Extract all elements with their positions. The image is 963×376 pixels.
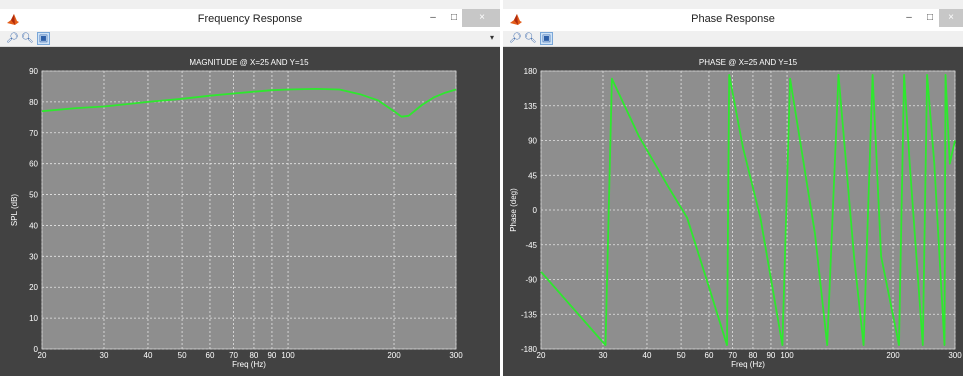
x-tick-label: 70: [229, 351, 238, 360]
frequency-response-window: Frequency Response – □ × 🔎︎ 🔍︎ ▣ ▾ 20 30 4…: [0, 0, 500, 376]
y-tick-label: 0: [34, 345, 39, 354]
x-tick-label: 90: [766, 351, 775, 360]
close-button[interactable]: ×: [939, 9, 963, 27]
minimize-button[interactable]: –: [430, 12, 436, 23]
title-bar[interactable]: Phase Response – □ ×: [503, 9, 963, 31]
y-tick-label: 45: [528, 171, 537, 180]
y-tick-label: -45: [525, 241, 537, 250]
data-series-line: [540, 73, 956, 347]
y-tick-label: 30: [29, 252, 38, 261]
x-tick-label: 40: [144, 351, 153, 360]
x-tick-label: 80: [748, 351, 757, 360]
y-tick-label: 90: [528, 137, 537, 146]
y-tick-label: 20: [29, 283, 38, 292]
x-tick-label: 60: [206, 351, 215, 360]
y-tick-label: 50: [29, 191, 38, 200]
x-tick-label: 30: [100, 351, 109, 360]
x-tick-label: 70: [728, 351, 737, 360]
x-tick-label: 30: [599, 351, 608, 360]
plot-area: [42, 71, 456, 349]
y-tick-label: 180: [524, 67, 538, 76]
matlab-icon: [7, 14, 19, 25]
x-tick-label: 20: [38, 351, 47, 360]
matlab-icon: [510, 14, 522, 25]
x-tick-label: 300: [948, 351, 962, 360]
x-tick-label: 100: [281, 351, 295, 360]
window-title: Frequency Response: [197, 13, 303, 25]
y-tick-label: -90: [525, 276, 537, 285]
minimize-button[interactable]: –: [906, 12, 912, 23]
close-button[interactable]: ×: [462, 9, 500, 27]
maximize-button[interactable]: □: [450, 12, 458, 23]
x-tick-label: 60: [705, 351, 714, 360]
plot-border: [41, 70, 457, 350]
chart-title: PHASE @ X=25 AND Y=15: [699, 58, 798, 67]
y-tick-label: 80: [29, 98, 38, 107]
y-tick-label: 70: [29, 129, 38, 138]
x-axis-label: Freq (Hz): [731, 360, 765, 369]
y-tick-label: 0: [533, 206, 538, 215]
y-tick-label: 40: [29, 221, 38, 230]
data-series-line: [41, 88, 457, 118]
y-tick-label: 60: [29, 160, 38, 169]
x-axis-label: Freq (Hz): [232, 360, 266, 369]
y-axis-label: SPL (dB): [10, 194, 19, 226]
x-tick-label: 100: [780, 351, 794, 360]
x-tick-label: 40: [643, 351, 652, 360]
figure-toolbar: 🔎︎ 🔍︎ ▣ ▾: [0, 31, 500, 47]
plot-border: [540, 70, 956, 350]
x-tick-label: 50: [677, 351, 686, 360]
data-cursor-icon[interactable]: ▣: [540, 32, 553, 45]
figure-area: 20 30 40 50 60 70 80 90 100 200 300 -180 -135 -90 -45 0…: [503, 47, 963, 376]
window-title: Phase Response: [691, 13, 775, 25]
x-tick-label: 200: [387, 351, 401, 360]
x-tick-label: 90: [267, 351, 276, 360]
x-tick-label: 300: [449, 351, 463, 360]
magnitude-chart[interactable]: 20 30 40 50 60 70 80 90 100 200 300 0 10 20 30 40 50 60 70…: [0, 47, 500, 376]
title-bar[interactable]: Frequency Response – □ ×: [0, 9, 500, 31]
x-tick-label: 20: [537, 351, 546, 360]
figure-toolbar: 🔎︎ 🔍︎ ▣: [503, 31, 963, 47]
x-tick-label: 50: [178, 351, 187, 360]
y-axis-label: Phase (deg): [509, 188, 518, 232]
y-tick-label: -180: [521, 345, 538, 354]
y-tick-label: 10: [29, 314, 38, 323]
phase-chart[interactable]: 20 30 40 50 60 70 80 90 100 200 300 -180 -135 -90 -45 0…: [503, 47, 963, 376]
zoom-out-icon[interactable]: 🔍︎: [524, 33, 537, 44]
dock-arrow-icon[interactable]: ▾: [489, 33, 494, 42]
y-tick-label: -135: [521, 310, 538, 319]
figure-area: 20 30 40 50 60 70 80 90 100 200 300 0 10 20 30 40 50 60 70…: [0, 47, 500, 376]
x-tick-label: 200: [886, 351, 900, 360]
zoom-in-icon[interactable]: 🔎︎: [6, 33, 19, 44]
x-tick-label: 80: [249, 351, 258, 360]
chart-title: MAGNITUDE @ X=25 AND Y=15: [189, 58, 309, 67]
y-tick-label: 135: [524, 102, 538, 111]
zoom-out-icon[interactable]: 🔍︎: [21, 33, 34, 44]
data-cursor-icon[interactable]: ▣: [37, 32, 50, 45]
zoom-in-icon[interactable]: 🔎︎: [509, 33, 522, 44]
maximize-button[interactable]: □: [926, 12, 934, 23]
phase-response-window: Phase Response – □ × 🔎︎ 🔍︎ ▣ 20 30 40 50 60 7…: [503, 0, 963, 376]
y-tick-label: 90: [29, 67, 38, 76]
